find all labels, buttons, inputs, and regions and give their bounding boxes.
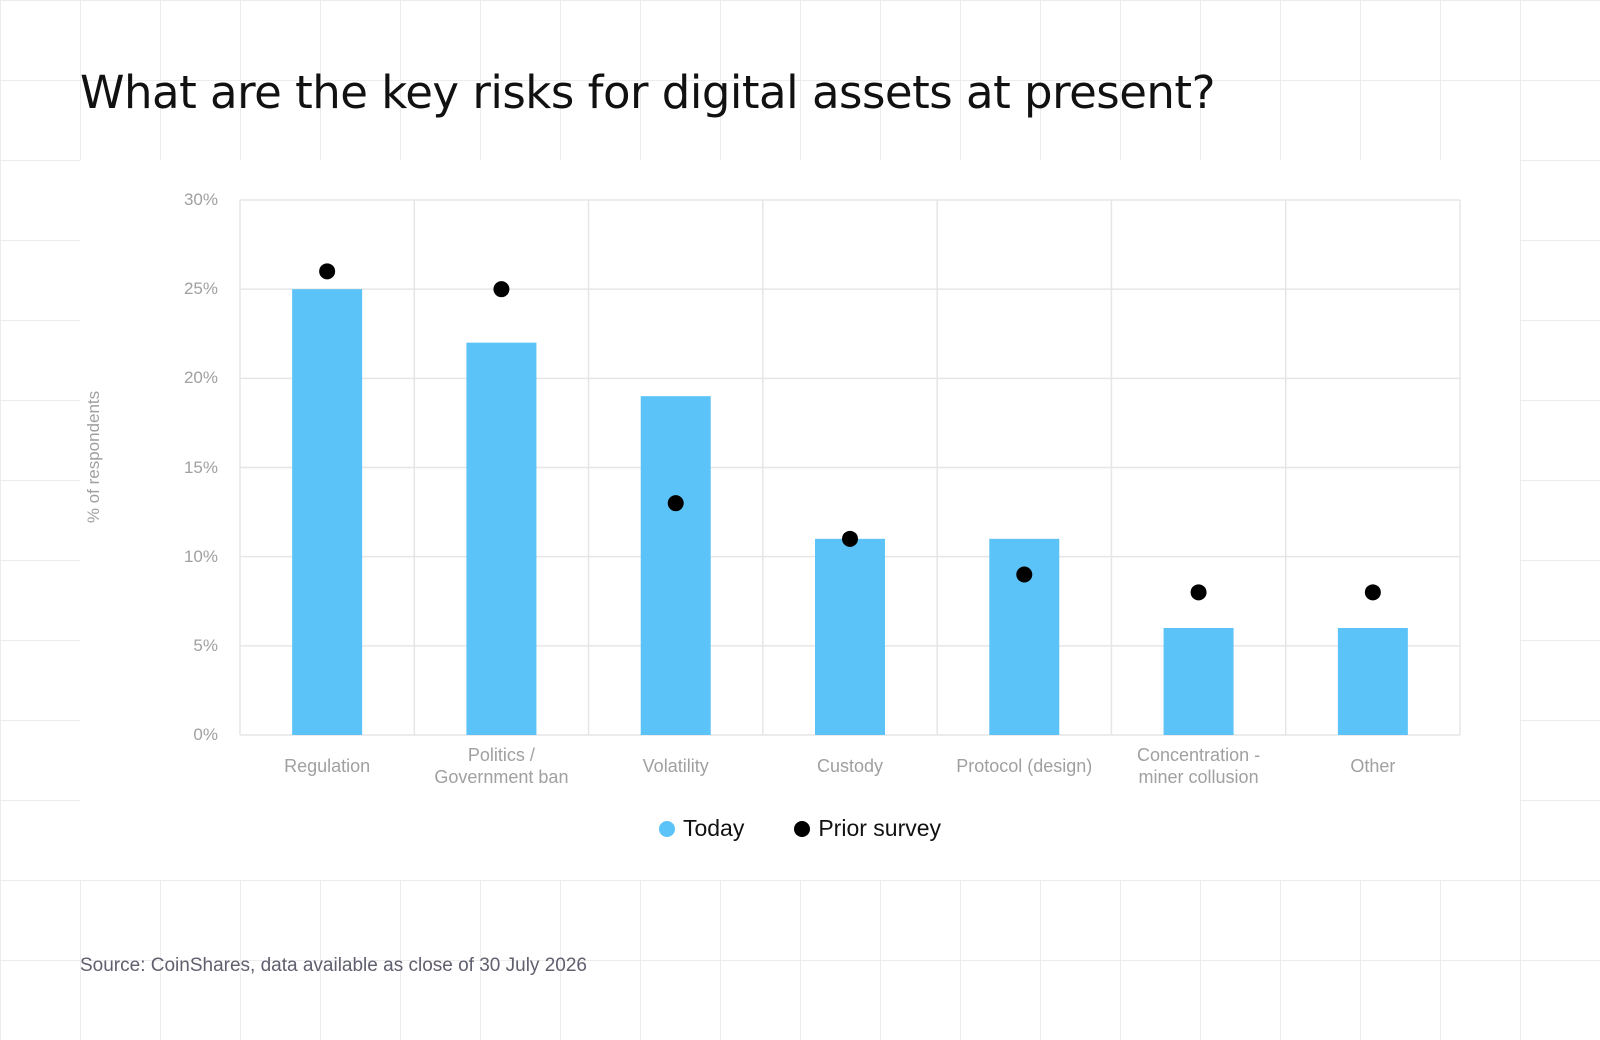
x-tick-label: Politics / Government ban xyxy=(412,744,590,788)
chart-plot xyxy=(239,199,1461,736)
x-tick-label-line: Protocol (design) xyxy=(956,756,1093,776)
dot-prior-survey xyxy=(1364,584,1381,601)
x-tick-label-line: Politics / xyxy=(467,745,535,765)
y-tick-label: 20% xyxy=(183,368,218,388)
legend: Today Prior survey xyxy=(80,815,1520,842)
y-tick-label: 15% xyxy=(183,457,218,477)
legend-label-today: Today xyxy=(682,815,745,841)
bar-today xyxy=(292,289,363,735)
x-tick-label: Volatility xyxy=(587,755,765,777)
legend-swatch-prior xyxy=(794,820,811,837)
x-tick-label-line: miner collusion xyxy=(1138,767,1259,787)
legend-swatch-today xyxy=(658,820,675,837)
dot-prior-survey xyxy=(1016,566,1033,583)
x-tick-label: Protocol (design) xyxy=(935,755,1113,777)
x-tick-label: Custody xyxy=(761,755,939,777)
bar-today xyxy=(1163,628,1234,735)
legend-item-today: Today xyxy=(658,815,745,842)
bar-today xyxy=(815,538,885,735)
dot-prior-survey xyxy=(493,281,510,298)
x-tick-label-line: Volatility xyxy=(642,756,709,776)
x-tick-label-line: Other xyxy=(1350,756,1396,776)
dot-prior-survey xyxy=(1190,584,1207,601)
x-tick-label-line: Regulation xyxy=(284,756,371,776)
y-axis-label: % of respondents xyxy=(84,390,103,524)
chart-card: % of respondents 0% 5% 10% 15% 20% 25% 30% Reg… xyxy=(80,160,1520,880)
dot-prior-survey xyxy=(667,495,684,512)
y-tick-label: 30% xyxy=(183,190,218,209)
legend-label-prior: Prior survey xyxy=(818,815,942,841)
y-tick-label: 10% xyxy=(183,546,218,566)
y-tick-label: 25% xyxy=(183,279,218,299)
x-tick-label-line: Custody xyxy=(816,756,884,776)
x-tick-label: Regulation xyxy=(238,755,416,777)
x-tick-label-line: Government ban xyxy=(434,767,569,787)
dot-prior-survey xyxy=(842,530,858,547)
y-tick-label: 5% xyxy=(193,635,218,655)
x-tick-label: Concentration - miner collusion xyxy=(1110,744,1288,788)
x-tick-label-line: Concentration - xyxy=(1137,745,1261,765)
bar-today xyxy=(1337,628,1408,735)
bar-today xyxy=(640,396,711,735)
y-tick-label: 0% xyxy=(193,725,218,744)
source-note: Source: CoinShares, data available as cl… xyxy=(80,955,587,976)
dot-prior-survey xyxy=(319,263,336,280)
chart-title: What are the key risks for digital asset… xyxy=(80,66,1215,119)
bar-today xyxy=(466,342,537,735)
legend-item-prior: Prior survey xyxy=(794,815,941,842)
x-tick-label: Other xyxy=(1284,755,1462,777)
